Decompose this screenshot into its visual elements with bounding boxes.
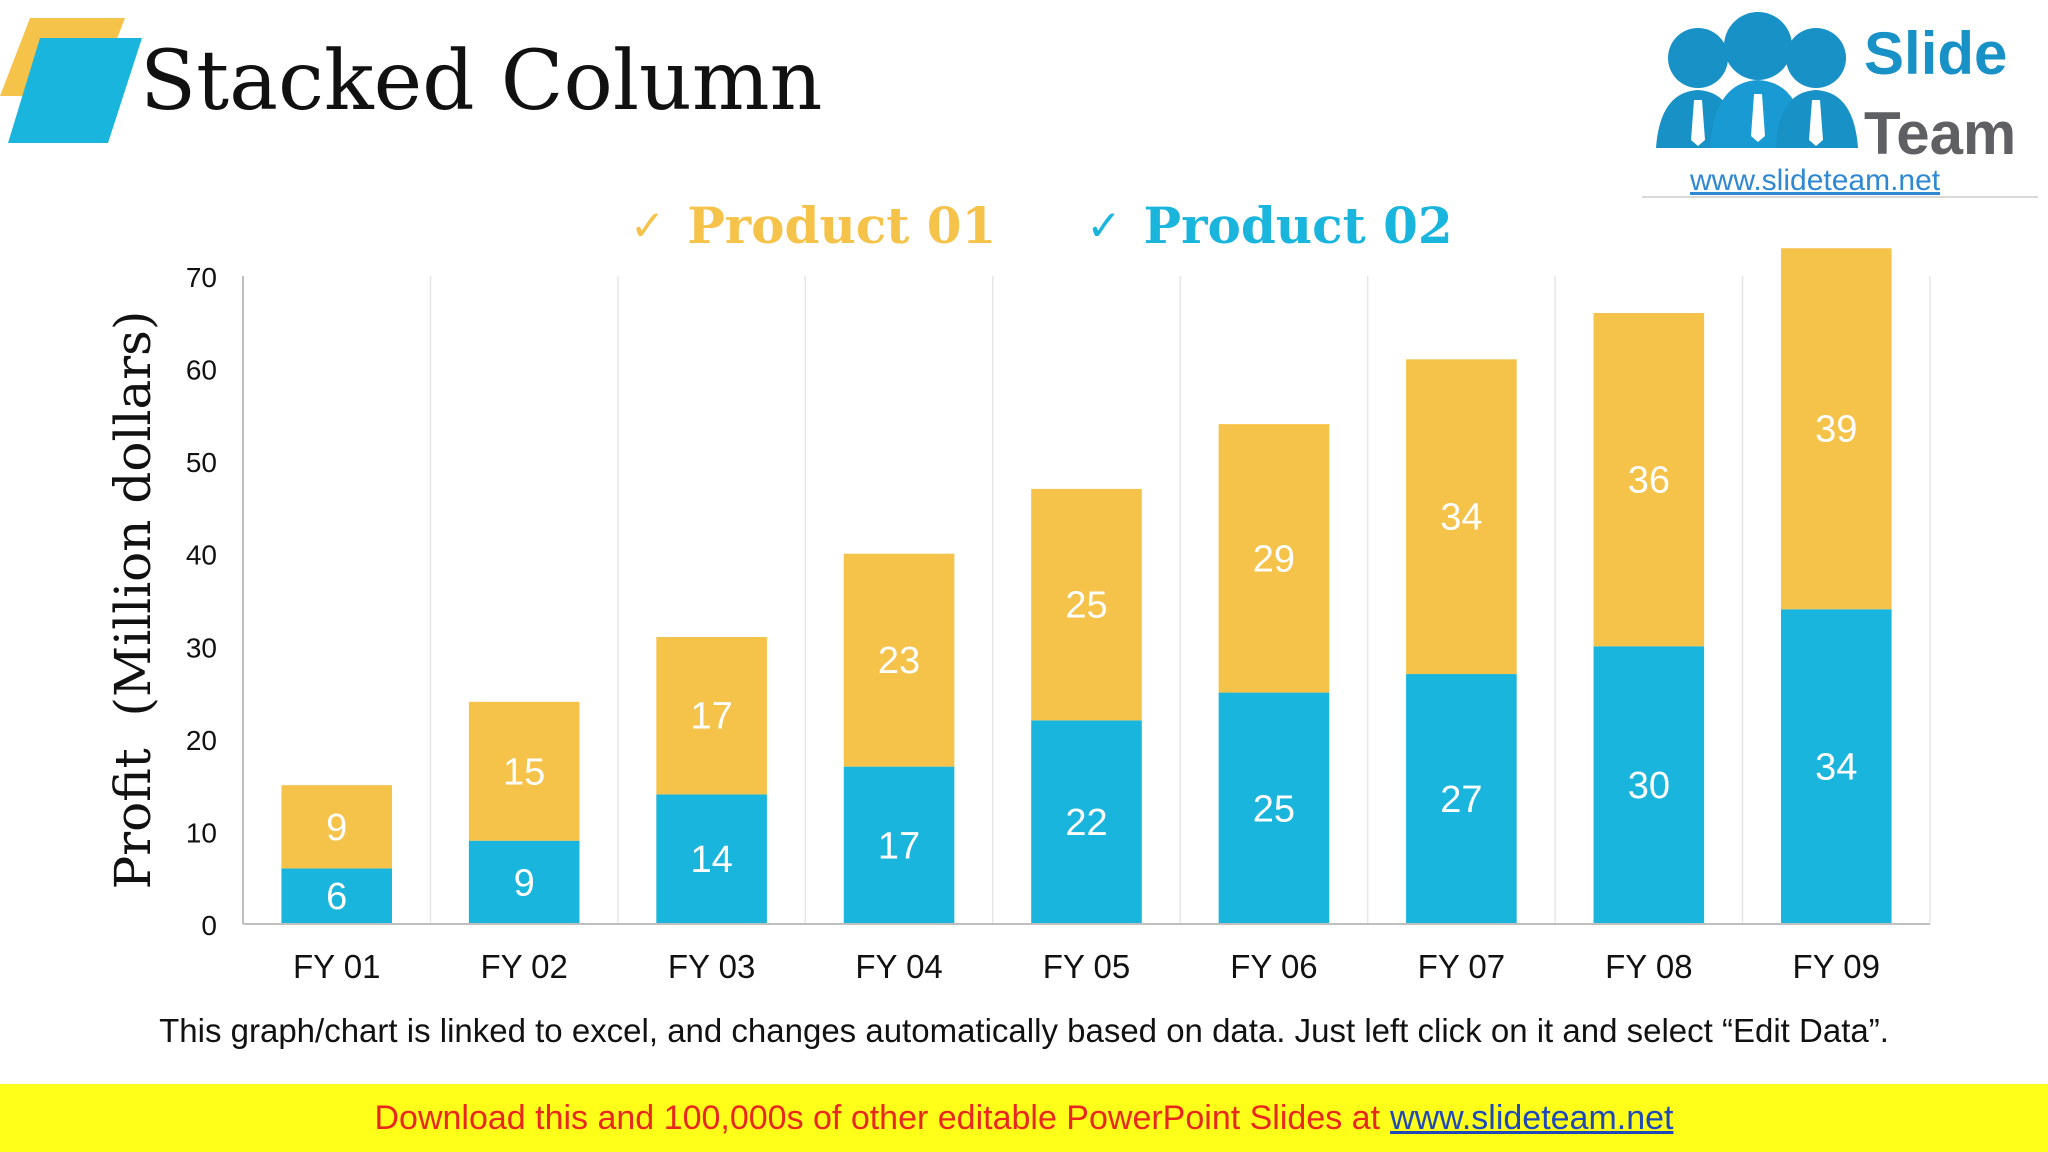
logo-text-slide: Slide (1864, 20, 2008, 87)
title-decoration-icon (0, 18, 142, 143)
y-tick-label: 10 (186, 817, 217, 848)
slideteam-logo[interactable]: Slide Team www.slideteam.net (1638, 0, 2038, 200)
footer-banner: Download this and 100,000s of other edit… (0, 1084, 2048, 1152)
data-label: 25 (1065, 585, 1107, 627)
legend-label: Product 01 (687, 195, 997, 255)
data-label: 36 (1628, 460, 1670, 502)
bar-product-02[interactable] (468, 840, 580, 924)
legend-label: Product 02 (1143, 195, 1453, 255)
bar-product-01[interactable] (1593, 313, 1705, 647)
x-tick-label: FY 09 (1793, 948, 1880, 985)
x-tick-label: FY 07 (1418, 948, 1505, 985)
bar-product-01[interactable] (1406, 359, 1517, 675)
x-tick-label: FY 02 (480, 948, 567, 985)
bar-product-01[interactable] (843, 553, 955, 767)
y-tick-label: 70 (186, 262, 217, 293)
data-label: 39 (1815, 409, 1857, 451)
checkmark-icon: ✓ (630, 200, 666, 250)
x-tick-label: FY 06 (1230, 948, 1317, 985)
y-tick-label: 50 (186, 447, 217, 478)
logo-divider (1642, 196, 2038, 198)
bar-product-02[interactable] (1218, 692, 1330, 924)
x-tick-label: FY 04 (855, 948, 942, 985)
data-label: 14 (690, 839, 732, 881)
data-label: 9 (326, 807, 347, 849)
x-tick-label: FY 08 (1605, 948, 1692, 985)
stacked-column-chart[interactable]: 6 9 FY 01 9 15 FY 02 14 17 FY 03 17 23 FY 04 22 25 FY … (0, 0, 2048, 1000)
data-label: 6 (326, 876, 347, 918)
logo-url-link[interactable]: www.slideteam.net (1690, 164, 1941, 197)
data-label: 9 (514, 862, 535, 904)
data-label: 22 (1065, 802, 1107, 844)
legend-item-product-01[interactable]: ✓ Product 01 (630, 190, 996, 260)
bar-product-02[interactable] (1406, 674, 1517, 924)
data-label: 27 (1440, 779, 1482, 821)
bar-product-01[interactable] (281, 785, 393, 869)
bar-product-02[interactable] (1031, 720, 1142, 924)
bar-product-02[interactable] (1780, 609, 1892, 924)
data-label: 34 (1440, 497, 1482, 539)
data-label: 17 (690, 696, 732, 738)
data-label: 30 (1628, 765, 1670, 807)
team-people-icon (1656, 12, 1858, 148)
x-tick-label: FY 03 (668, 948, 755, 985)
x-tick-label: FY 01 (293, 948, 380, 985)
chart-legend: ✓ Product 01 ✓ Product 02 (630, 190, 1453, 260)
page-title: Stacked Column (140, 34, 823, 129)
data-label: 23 (878, 640, 920, 682)
data-label: 17 (878, 825, 920, 867)
bar-product-01[interactable] (656, 637, 767, 795)
y-tick-label: 0 (201, 910, 217, 941)
bar-product-02[interactable] (843, 766, 955, 924)
x-tick-label: FY 05 (1043, 948, 1130, 985)
data-label: 15 (503, 751, 545, 793)
bar-product-01[interactable] (468, 701, 580, 841)
bar-product-01[interactable] (1218, 424, 1330, 693)
footer-link[interactable]: www.slideteam.net (1390, 1098, 1674, 1137)
y-tick-label: 40 (186, 540, 217, 571)
legend-item-product-02[interactable]: ✓ Product 02 (1086, 190, 1452, 260)
bar-product-02[interactable] (656, 794, 767, 924)
logo-text-team: Team (1864, 100, 2017, 167)
data-label: 25 (1253, 788, 1295, 830)
bar-product-02[interactable] (281, 868, 393, 924)
chart-note: This graph/chart is linked to excel, and… (159, 1012, 1889, 1049)
y-tick-label: 60 (186, 355, 217, 386)
data-label: 29 (1253, 538, 1295, 580)
checkmark-icon: ✓ (1086, 200, 1122, 250)
bar-product-01[interactable] (1780, 248, 1892, 610)
bar-product-02[interactable] (1593, 646, 1705, 924)
y-tick-label: 20 (186, 725, 217, 756)
footer-text: Download this and 100,000s of other edit… (374, 1098, 1381, 1137)
y-axis-title: Profit (Million dollars) (104, 311, 162, 890)
data-label: 34 (1815, 747, 1857, 789)
bar-product-01[interactable] (1031, 488, 1142, 721)
y-tick-label: 30 (186, 632, 217, 663)
